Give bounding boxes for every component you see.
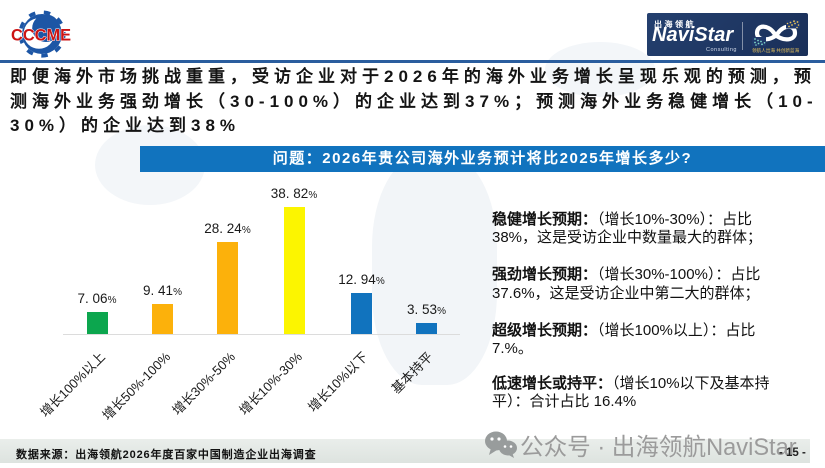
- svg-text:CCCME: CCCME: [11, 26, 71, 45]
